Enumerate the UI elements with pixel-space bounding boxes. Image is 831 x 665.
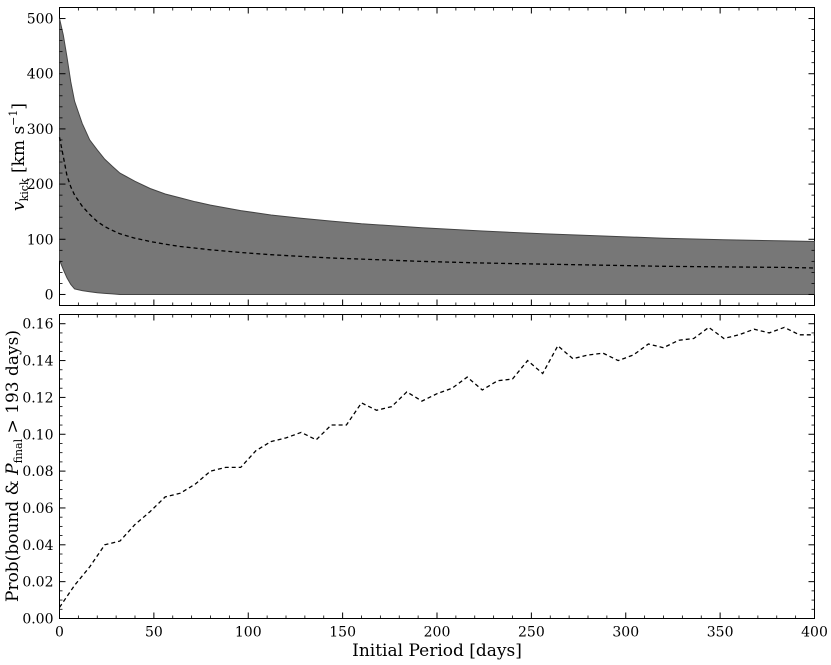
y-tick-label: 0.04 — [22, 538, 53, 554]
x-tick-label: 50 — [145, 625, 163, 641]
y-tick-label: 0.08 — [22, 464, 53, 480]
x-tick-label: 250 — [518, 625, 545, 641]
top-x-ticks — [59, 7, 815, 306]
bottom-y-ticks: 0.00 0.02 0.04 0.06 0.08 0.10 0.12 0.14 0.16 — [22, 314, 815, 628]
bottom-y-axis-label: Prob(bound & Pfinal > 193 days) — [3, 330, 25, 602]
y-tick-label: 0 — [45, 287, 54, 303]
x-axis-label: Initial Period [days] — [352, 641, 522, 661]
bottom-plot-frame — [59, 314, 815, 619]
x-tick-label: 300 — [612, 625, 639, 641]
top-panel: 0 100 200 300 400 500 vkick [km s−1] — [7, 7, 815, 306]
median-velocity-line — [58, 137, 815, 269]
y-tick-label: 0.00 — [22, 612, 53, 628]
x-tick-label: 150 — [329, 625, 356, 641]
y-tick-label: 200 — [27, 177, 54, 193]
x-tick-label: 0 — [55, 625, 64, 641]
y-tick-label: 300 — [27, 122, 54, 138]
y-tick-label: 0.16 — [22, 317, 53, 333]
y-tick-label: 0.10 — [22, 427, 53, 443]
y-tick-label: 0.02 — [22, 575, 53, 591]
velocity-band-area — [59, 18, 815, 295]
bottom-panel: 0 50 100 150 200 250 300 350 400 0.000.020.040.0… — [3, 314, 828, 661]
y-tick-label: 500 — [27, 12, 54, 28]
y-tick-label: 100 — [27, 232, 54, 248]
x-tick-label: 100 — [235, 625, 262, 641]
y-tick-label: 0.12 — [22, 390, 53, 406]
bottom-x-ticks: 0 50 100 150 200 250 300 350 400 — [55, 314, 828, 641]
x-tick-label: 200 — [424, 625, 451, 641]
probability-line — [58, 326, 815, 608]
top-y-ticks: 0 100 200 300 400 500 — [27, 7, 815, 306]
top-y-axis-label: vkick [km s−1] — [7, 103, 31, 211]
y-tick-label: 400 — [27, 67, 54, 83]
x-tick-label: 400 — [801, 625, 828, 641]
y-tick-label: 0.14 — [22, 354, 53, 370]
x-tick-label: 350 — [707, 625, 734, 641]
y-tick-label: 0.06 — [22, 501, 53, 517]
